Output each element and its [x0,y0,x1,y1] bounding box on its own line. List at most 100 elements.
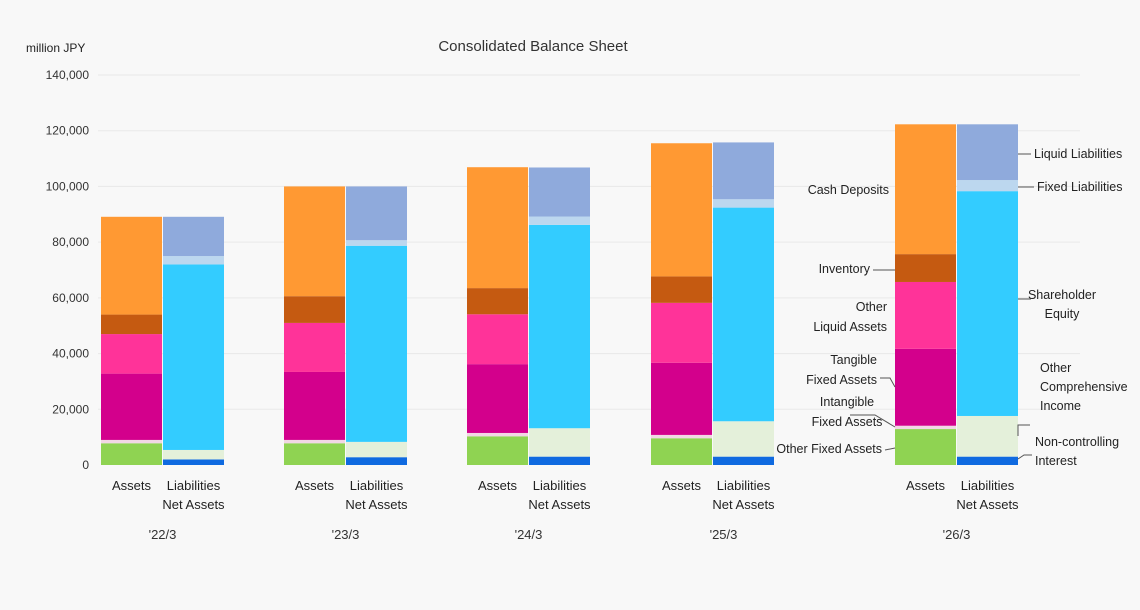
bar-segment-other-comprehensive-income [713,421,774,457]
bar-segment-other-liquid-assets [467,314,528,365]
annotation-label: Liquid Liabilities [1034,147,1122,161]
bar-segment-non-controlling-interest [529,456,590,465]
bar-label: Liabilities Net Assets [162,478,225,512]
annotation-label: Other Comprehensive Income [1040,361,1128,413]
bar-segment-shareholder-equity [163,264,224,450]
y-tick-label: 140,000 [46,68,90,82]
bar-segment-inventory [284,296,345,323]
bar-segment-shareholder-equity [957,191,1018,416]
y-tick-label: 0 [82,458,89,472]
bar-segment-other-comprehensive-income [957,415,1018,457]
annotation-label: Inventory [819,262,871,276]
period-label: '22/3 [149,527,177,542]
bar-label: Assets [662,478,702,493]
bar-segment-other-fixed-assets [895,429,956,465]
bar-segment-other-comprehensive-income [529,428,590,457]
leader-line [880,377,896,388]
bar-segment-liquid-liabilities [346,186,407,241]
bar-segment-fixed-liabilities [713,199,774,208]
bar-label: Liabilities Net Assets [712,478,775,512]
leader-line [884,447,896,451]
annotation-label: Other Liquid Assets [813,300,887,334]
bar-segment-liquid-liabilities [713,142,774,200]
bar-segment-shareholder-equity [346,245,407,442]
y-tick-label: 20,000 [52,402,89,416]
bar-segment-non-controlling-interest [713,456,774,465]
bar-label: Assets [906,478,946,493]
bar-segment-tangible-fixed-assets [651,362,712,435]
y-tick-label: 60,000 [52,291,89,305]
leader-line [1017,454,1032,460]
bars [101,124,1018,465]
y-axis-unit: million JPY [26,41,85,55]
bar-segment-shareholder-equity [713,207,774,422]
period-label: '23/3 [332,527,360,542]
x-axis-labels: Assets Liabilities Net Assets '22/3 Assets Li… [112,478,1019,542]
bar-segment-other-fixed-assets [284,443,345,465]
bar-segment-other-comprehensive-income [346,441,407,458]
bar-label: Liabilities Net Assets [345,478,408,512]
bar-segment-liquid-liabilities [529,167,590,217]
bar-label: Assets [112,478,152,493]
chart-title: Consolidated Balance Sheet [438,38,628,55]
y-tick-label: 120,000 [46,124,90,138]
period-label: '25/3 [710,527,738,542]
bar-segment-other-liquid-assets [101,334,162,374]
annotation-label: Fixed Liabilities [1037,180,1122,194]
bar-segment-cash-deposits [895,124,956,255]
bar-segment-tangible-fixed-assets [101,373,162,440]
bar-segment-tangible-fixed-assets [284,371,345,440]
annotation-label: Intangible Fixed Assets [812,395,883,429]
bar-segment-shareholder-equity [529,224,590,429]
bar-segment-non-controlling-interest [163,459,224,465]
bar-segment-intangible-fixed-assets [467,432,528,437]
bar-segment-other-fixed-assets [101,443,162,465]
bar-segment-intangible-fixed-assets [651,434,712,439]
bar-segment-intangible-fixed-assets [895,425,956,430]
y-tick-label: 100,000 [46,179,90,193]
y-tick-label: 80,000 [52,235,89,249]
leader-line [850,414,896,428]
bar-segment-intangible-fixed-assets [284,439,345,444]
bar-segment-other-fixed-assets [467,436,528,465]
bar-segment-inventory [101,314,162,335]
bar-segment-inventory [467,288,528,315]
bar-label: Liabilities Net Assets [528,478,591,512]
bar-segment-inventory [651,276,712,303]
bar-label: Assets [478,478,518,493]
bar-segment-inventory [895,254,956,282]
bar-segment-fixed-liabilities [957,180,1018,192]
bar-segment-cash-deposits [651,143,712,277]
annotation-label: Non-controlling Interest [1035,435,1119,468]
bar-segment-tangible-fixed-assets [895,348,956,426]
bar-segment-cash-deposits [284,186,345,297]
leader-line [1017,424,1030,436]
bar-segment-other-liquid-assets [895,281,956,349]
y-axis-ticks: 0 20,000 40,000 60,000 80,000 100,000 120,000 1… [46,68,90,472]
bar-label: Assets [295,478,335,493]
bar-segment-intangible-fixed-assets [101,439,162,444]
bar-segment-tangible-fixed-assets [467,364,528,433]
bar-segment-fixed-liabilities [346,240,407,246]
bar-segment-other-comprehensive-income [163,449,224,460]
bar-segment-liquid-liabilities [957,124,1018,181]
bar-segment-fixed-liabilities [163,256,224,265]
series-annotations: Cash Deposits Inventory Other Liquid Assets… [776,147,1127,468]
annotation-label: Other Fixed Assets [776,442,882,456]
bar-segment-other-fixed-assets [651,438,712,465]
bar-label: Liabilities Net Assets [956,478,1019,512]
bar-segment-cash-deposits [101,216,162,315]
y-tick-label: 40,000 [52,347,89,361]
bar-segment-liquid-liabilities [163,216,224,257]
period-label: '26/3 [943,527,971,542]
annotation-label: Cash Deposits [808,183,889,197]
bar-segment-other-liquid-assets [284,322,345,372]
bar-segment-non-controlling-interest [957,456,1018,465]
bar-segment-fixed-liabilities [529,216,590,225]
period-label: '24/3 [515,527,543,542]
annotation-label: Tangible Fixed Assets [806,353,877,387]
bar-segment-other-liquid-assets [651,302,712,363]
bar-segment-non-controlling-interest [346,457,407,465]
bar-segment-cash-deposits [467,167,528,289]
